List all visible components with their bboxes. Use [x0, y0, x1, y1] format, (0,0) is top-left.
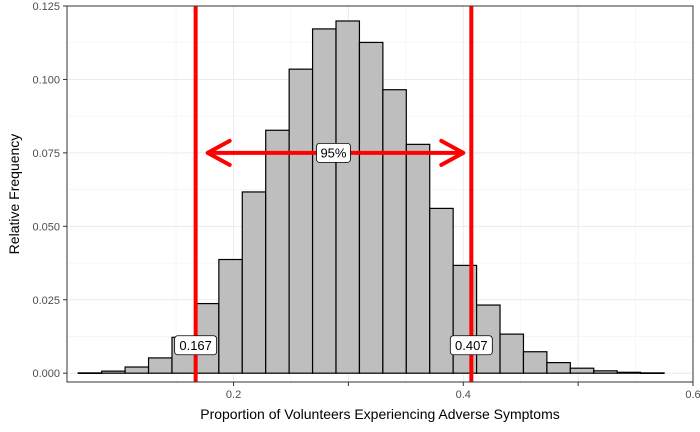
histogram-bar — [101, 370, 126, 374]
histogram-bar — [429, 207, 454, 374]
histogram-bar — [218, 258, 243, 374]
lower-bound-label-box — [174, 335, 218, 356]
histogram-bar — [288, 68, 314, 374]
histogram-bar — [616, 371, 642, 374]
y-tick-label: 0.025 — [32, 295, 60, 307]
y-tick-label: 0.075 — [32, 148, 60, 160]
histogram-bar — [147, 357, 173, 374]
lower-bound-label: 0.167 — [179, 338, 212, 353]
interval-percent-label: 95% — [320, 145, 346, 160]
histogram-bar — [546, 362, 571, 374]
y-axis-title: Relative Frequency — [6, 134, 22, 255]
upper-bound-label-box — [449, 335, 493, 356]
y-tick-label: 0.000 — [32, 368, 60, 380]
interval-arrow-left-head — [205, 138, 232, 167]
y-tick-label: 0.100 — [32, 74, 60, 86]
x-tick-label: 0.4 — [456, 389, 471, 401]
histogram-bar — [593, 370, 618, 374]
histogram-bar — [335, 20, 361, 374]
x-axis-title: Proportion of Volunteers Experiencing Ad… — [200, 406, 560, 422]
histogram-bar — [499, 333, 525, 374]
histogram-bars — [77, 20, 665, 374]
histogram-bar — [522, 351, 548, 374]
histogram-bar — [241, 191, 267, 374]
histogram-bar — [77, 372, 103, 374]
histogram-bar — [569, 367, 595, 374]
x-tick-label: 0.6 — [685, 389, 700, 401]
x-tick-label: 0.2 — [226, 389, 241, 401]
histogram-bar — [382, 89, 407, 374]
plot-panel-border — [66, 5, 694, 383]
confidence-interval: 95% 0.167 0.407 — [174, 6, 493, 382]
histogram-bar — [265, 129, 290, 374]
y-tick-label: 0.125 — [32, 1, 60, 13]
histogram-bar — [311, 28, 337, 374]
interval-arrow-right-head — [439, 138, 466, 167]
histogram-bar — [358, 41, 384, 374]
y-tick-label: 0.050 — [32, 221, 60, 233]
histogram-bar — [405, 143, 431, 374]
axes: 0.000 0.025 0.050 0.075 0.100 0.125 0.2 0.4 0.6 — [32, 1, 700, 401]
upper-bound-label: 0.407 — [455, 338, 488, 353]
interval-percent-label-box — [316, 142, 351, 163]
histogram-bar — [640, 372, 665, 374]
histogram-bar — [124, 366, 150, 374]
